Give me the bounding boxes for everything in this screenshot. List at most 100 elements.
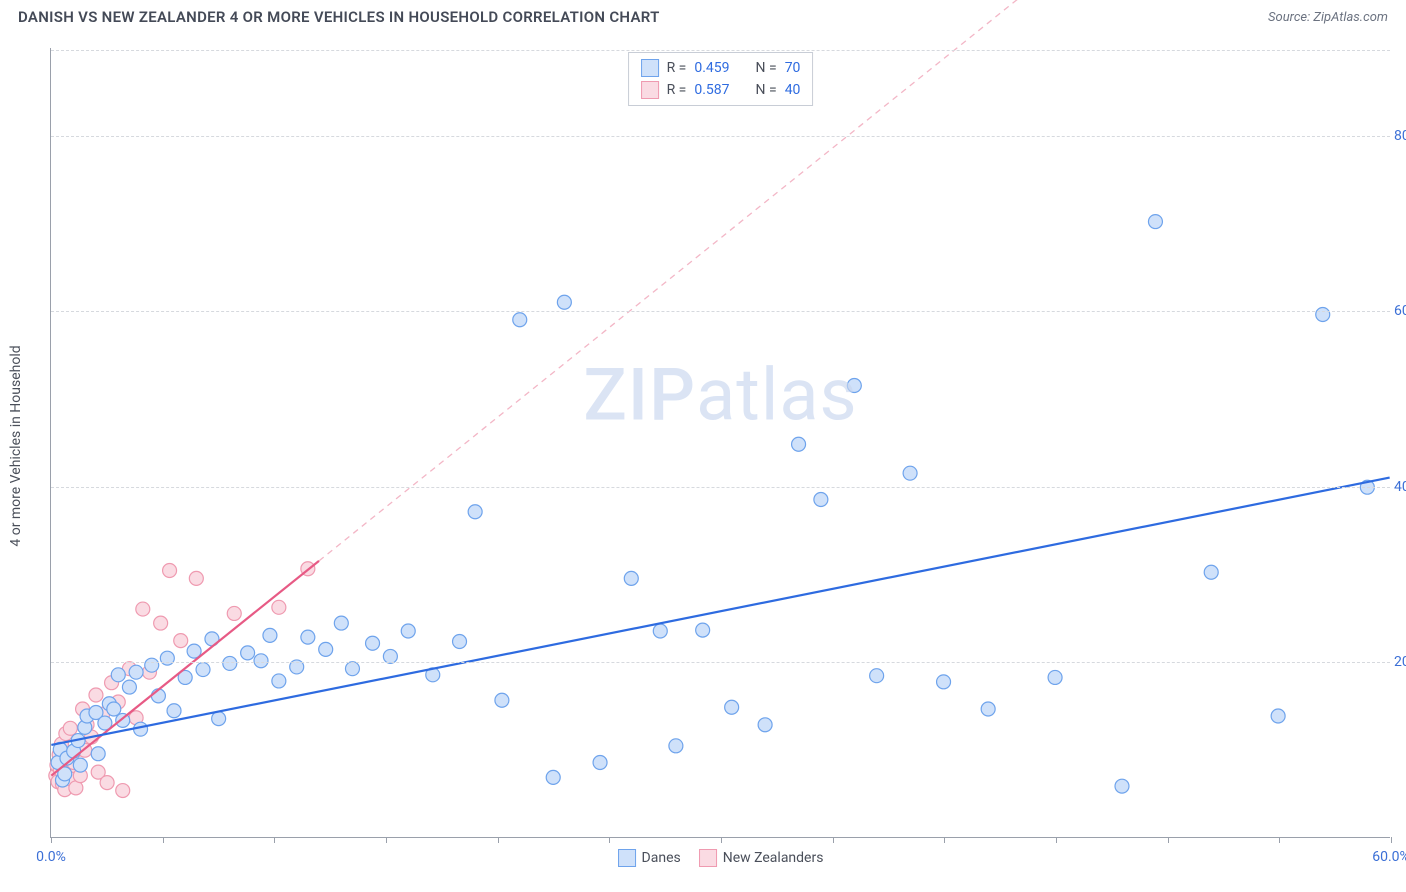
data-point	[468, 505, 482, 519]
legend-r-value: 0.459	[694, 60, 729, 76]
data-point	[167, 704, 181, 718]
x-tick	[1168, 837, 1169, 843]
data-point	[145, 658, 159, 672]
series-legend: Danes New Zealanders	[618, 849, 824, 867]
data-point	[272, 600, 286, 614]
data-point	[401, 624, 415, 638]
legend-swatch-icon	[641, 81, 659, 99]
data-point	[981, 702, 995, 716]
legend-swatch-icon	[699, 849, 717, 867]
data-point	[196, 663, 210, 677]
data-point	[557, 295, 571, 309]
legend-series-label: Danes	[642, 850, 681, 866]
data-point	[189, 571, 203, 585]
x-tick	[1391, 837, 1392, 843]
data-point	[63, 721, 77, 735]
data-point	[696, 623, 710, 637]
gridline	[51, 662, 1390, 663]
data-point	[241, 646, 255, 660]
gridline	[51, 136, 1390, 137]
x-tick	[1279, 837, 1280, 843]
x-tick	[721, 837, 722, 843]
x-tick	[274, 837, 275, 843]
data-point	[903, 466, 917, 480]
x-tick	[498, 837, 499, 843]
data-point	[136, 602, 150, 616]
data-point	[263, 628, 277, 642]
data-point	[107, 702, 121, 716]
x-tick	[163, 837, 164, 843]
y-tick-label: 80.0%	[1384, 128, 1406, 144]
data-point	[725, 700, 739, 714]
data-point	[122, 680, 136, 694]
data-point	[319, 642, 333, 656]
data-point	[513, 313, 527, 327]
data-point	[272, 674, 286, 688]
data-point	[758, 718, 772, 732]
x-tick	[944, 837, 945, 843]
data-point	[174, 634, 188, 648]
legend-n-value: 70	[785, 60, 801, 76]
data-point	[227, 606, 241, 620]
x-tick	[833, 837, 834, 843]
legend-row: R = 0.459 N = 70	[639, 57, 803, 79]
data-point	[870, 669, 884, 683]
data-point	[154, 616, 168, 630]
data-point	[546, 770, 560, 784]
data-point	[593, 755, 607, 769]
gridline	[51, 487, 1390, 488]
data-point	[653, 624, 667, 638]
legend-n-label: N =	[756, 82, 777, 98]
legend-swatch-icon	[641, 59, 659, 77]
legend-series-label: New Zealanders	[723, 850, 824, 866]
data-point	[334, 616, 348, 630]
y-axis-label: 4 or more Vehicles in Household	[8, 345, 24, 546]
plot-svg	[51, 48, 1390, 837]
correlation-legend: R = 0.459 N = 70 R = 0.587 N = 40	[628, 52, 814, 106]
data-point	[624, 571, 638, 585]
data-point	[1316, 308, 1330, 322]
y-tick-label: 60.0%	[1384, 303, 1406, 319]
data-point	[163, 564, 177, 578]
y-tick-label: 20.0%	[1384, 654, 1406, 670]
data-point	[1048, 670, 1062, 684]
x-tick	[51, 837, 52, 843]
data-point	[1115, 779, 1129, 793]
x-tick	[386, 837, 387, 843]
data-point	[669, 739, 683, 753]
legend-swatch-icon	[618, 849, 636, 867]
data-point	[212, 712, 226, 726]
gridline	[51, 50, 1390, 51]
data-point	[847, 379, 861, 393]
data-point	[366, 636, 380, 650]
legend-n-value: 40	[785, 82, 801, 98]
x-tick-label: 60.0%	[1372, 849, 1406, 865]
data-point	[937, 675, 951, 689]
x-tick	[609, 837, 610, 843]
data-point	[89, 688, 103, 702]
chart-title: DANISH VS NEW ZEALANDER 4 OR MORE VEHICL…	[18, 8, 660, 26]
legend-n-label: N =	[756, 60, 777, 76]
y-tick-label: 40.0%	[1384, 479, 1406, 495]
data-point	[345, 662, 359, 676]
legend-r-label: R =	[667, 60, 687, 76]
data-point	[792, 437, 806, 451]
data-point	[814, 492, 828, 506]
source-attribution: Source: ZipAtlas.com	[1268, 10, 1388, 25]
data-point	[111, 668, 125, 682]
legend-item: New Zealanders	[699, 849, 824, 867]
data-point	[100, 776, 114, 790]
legend-r-value: 0.587	[694, 82, 729, 98]
data-point	[1271, 709, 1285, 723]
data-point	[301, 630, 315, 644]
legend-item: Danes	[618, 849, 681, 867]
x-tick	[1056, 837, 1057, 843]
scatter-chart: ZIPatlas R = 0.459 N = 70 R = 0.587 N = …	[50, 48, 1390, 838]
data-point	[453, 635, 467, 649]
x-tick-label: 0.0%	[36, 849, 66, 865]
data-point	[254, 654, 268, 668]
data-point	[129, 665, 143, 679]
data-point	[73, 758, 87, 772]
data-point	[1148, 215, 1162, 229]
data-point	[91, 747, 105, 761]
